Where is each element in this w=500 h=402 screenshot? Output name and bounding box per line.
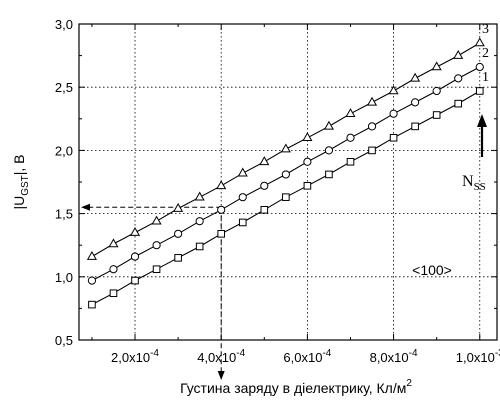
data-point-triangle [108,238,119,248]
x-tick-label: 1,0x10-3 [456,348,500,365]
data-point-circle [367,122,377,131]
data-point-square [152,265,161,274]
guide-arrowhead-down [217,371,225,380]
data-point-square [88,300,96,309]
data-point-triangle [216,180,227,190]
data-point-triangle [237,167,248,177]
data-point-circle [346,133,355,142]
data-point-circle [281,170,290,179]
series-label-1: 1 [482,70,489,85]
data-point-circle [195,217,204,226]
series-label-3: 3 [482,22,489,37]
data-point-circle [260,181,269,190]
x-tick-label: 8,0x10-4 [370,348,418,365]
series-label-2: 2 [482,46,489,61]
data-point-square [282,193,290,201]
data-point-triangle [151,215,162,225]
data-point-square [368,146,376,155]
data-point-circle [475,62,484,72]
y-tick-label: 2,0 [55,143,73,158]
data-point-circle [238,193,247,202]
data-point-square [432,111,441,119]
data-point-circle [87,276,97,285]
data-point-square [109,289,118,298]
x-tick-label: 6,0x10-4 [283,348,331,365]
data-point-circle [324,146,334,155]
data-point-triangle [280,143,291,153]
data-point-square [389,133,398,142]
orientation-label: <100> [412,262,452,278]
data-point-circle [454,74,463,83]
tick-labels: 0,5 1,0 1,5 2,0 2,5 3,0 2,0x10-4 4,0x10-4 6,0x10… [55,17,500,365]
data-point-square [346,157,355,166]
data-point-triangle [410,72,421,82]
plot-frame [78,23,498,341]
data-point-circle [432,86,441,96]
data-point-square [238,218,247,227]
axis-titles: Густина заряду в діелектрику, Кл/м2 |UGST… [11,154,412,396]
data-point-circle [411,98,420,107]
data-point-circle [303,157,312,166]
data-point-circle [130,252,140,261]
data-point-circle [174,229,183,238]
data-point-triangle [129,226,141,236]
x-tick-label: 4,0x10-4 [197,348,245,365]
data-point-circle [217,205,226,214]
data-point-triangle [323,120,334,130]
guide-arrowhead-left [81,203,90,211]
x-axis-title: Густина заряду в діелектрику, Кл/м2 [180,378,412,396]
data-point-triangle [366,96,378,106]
y-tick-label: 1,5 [55,207,73,222]
data-point-circle [152,241,161,250]
annotations: <100> NSS [412,114,487,278]
data-point-triangle [474,37,485,47]
y-tick-label: 1,0 [55,270,73,285]
grid [79,24,497,340]
data-point-circle [389,109,398,118]
y-tick-label: 2,5 [55,80,73,95]
x-tick-label: 2,0x10-4 [111,348,159,365]
data-point-triangle [194,191,205,201]
data-point-square [454,99,463,108]
data-point-square [195,242,204,251]
nss-arrow-head [477,114,487,127]
data-point-square [303,181,312,190]
data-point-triangle [388,85,399,95]
y-axis-title: |UGST|, B [11,154,31,209]
data-point-square [475,87,484,95]
data-point-triangle [173,202,184,212]
y-tick-label: 3,0 [55,17,73,32]
data-point-triangle [345,108,356,118]
data-point-circle [109,265,118,274]
axis-ticks [79,23,497,341]
y-tick-label: 0,5 [55,333,73,348]
data-point-square [174,254,182,262]
data-point-square [411,122,419,131]
data-point-triangle [302,132,313,142]
data-point-square [217,230,226,238]
nss-label: NSS [462,173,486,193]
data-point-triangle [86,250,97,260]
data-point-square [131,276,139,285]
series-group: 1 2 3 [86,22,489,309]
data-point-square [325,170,333,179]
data-point-triangle [431,61,442,71]
data-point-square [260,206,269,214]
data-point-triangle [453,49,464,59]
data-point-triangle [259,156,270,166]
